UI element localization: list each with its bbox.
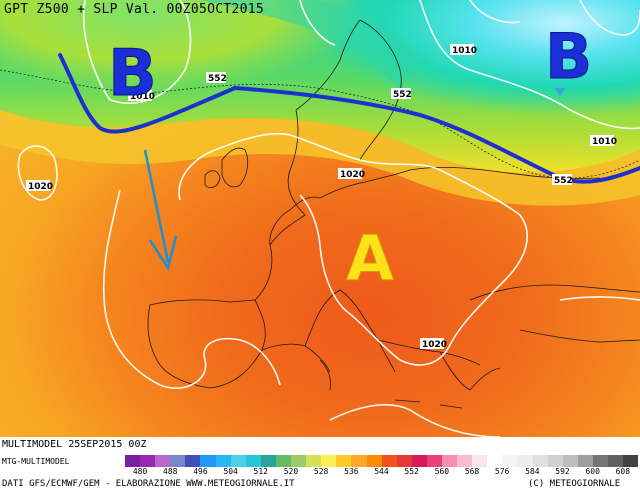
color-scale-cell <box>381 455 397 467</box>
color-scale-cell <box>366 455 382 467</box>
isobar-labels: 1010 1010 1010 1020 1020 1020 <box>26 44 617 350</box>
gpt-labels: 552 552 552 <box>206 72 573 186</box>
map-title: GPT Z500 + SLP Val. 00Z05OCT2015 <box>4 2 265 17</box>
isobar-label: 1010 <box>130 92 155 102</box>
color-scale-tick-label: 608 <box>615 467 631 476</box>
color-scale-cell <box>230 455 246 467</box>
color-scale-tick-label: 544 <box>374 467 389 476</box>
color-scale-cell <box>321 455 337 467</box>
high-pressure-marker: A <box>346 222 394 295</box>
color-scale-tick-label: 584 <box>525 467 540 476</box>
color-scale-cell <box>441 455 458 467</box>
data-credit-label: DATI GFS/ECMWF/GEM - ELABORAZIONE WWW.ME… <box>2 479 295 489</box>
color-scale-ticks: 480 488 496 504 512 520 528 536 544 552 560 568 576 5… <box>125 467 638 477</box>
color-scale-tick-label: 496 <box>193 467 208 476</box>
color-scale-tick-label: 592 <box>555 467 570 476</box>
color-scale-tick-label: 552 <box>404 467 419 476</box>
color-scale-cell <box>472 455 488 467</box>
isobar-label: 1020 <box>28 182 53 192</box>
color-scale-cell <box>608 455 624 467</box>
model-run-label: MULTIMODEL 25SEP2015 00Z <box>2 439 147 450</box>
color-scale-tick-label: 536 <box>344 467 359 476</box>
color-scale-tick-label: 528 <box>313 467 329 476</box>
color-scale-cell <box>592 455 608 467</box>
color-scale-cell <box>291 455 307 467</box>
color-scale-tick-label: 504 <box>223 467 238 476</box>
color-scale-cell <box>140 455 156 467</box>
color-scale-tick-label: 600 <box>585 467 600 476</box>
low-pressure-marker-west: B <box>108 37 157 111</box>
color-scale-cell <box>532 455 548 467</box>
gpt-label: 552 <box>554 176 573 186</box>
color-scale-cell <box>487 455 503 467</box>
source-label: MTG-MULTIMODEL <box>2 457 70 466</box>
color-scale-tick-label: 560 <box>434 467 450 476</box>
color-scale-cell <box>260 455 276 467</box>
color-scale-cell <box>306 455 322 467</box>
color-scale-tick-label: 520 <box>283 467 299 476</box>
copyright-label: (C) METEOGIORNALE <box>528 479 621 489</box>
color-scale-cell <box>411 455 427 467</box>
gpt-field-low-west <box>0 0 640 230</box>
gpt-label: 552 <box>208 74 227 84</box>
isobar-label: 1020 <box>340 170 365 180</box>
isobar-label: 1020 <box>422 340 447 350</box>
color-scale-cell <box>215 455 231 467</box>
color-scale-cell <box>457 455 473 467</box>
color-scale-bar <box>125 455 639 467</box>
color-scale-cell <box>125 455 141 467</box>
color-scale-cell <box>351 455 367 467</box>
color-scale-cell <box>517 455 533 467</box>
color-scale-tick-label: 568 <box>464 467 480 476</box>
color-scale-cell <box>396 455 412 467</box>
color-scale-cell <box>562 455 578 467</box>
color-scale-cell <box>426 455 442 467</box>
color-scale-cell <box>577 455 593 467</box>
color-scale-cell <box>245 455 261 467</box>
color-scale-cell <box>200 455 216 467</box>
isobar-label: 1010 <box>452 46 477 56</box>
color-scale-cell <box>336 455 352 467</box>
color-scale-tick-label: 488 <box>163 467 178 476</box>
color-scale-cell <box>502 455 518 467</box>
color-scale-cell <box>547 455 563 467</box>
coastlines <box>147 19 640 409</box>
color-scale-cell <box>185 455 201 467</box>
color-scale-cell <box>275 455 292 467</box>
color-scale-tick-label: 576 <box>494 467 510 476</box>
color-scale-cell <box>623 455 639 467</box>
map-canvas: 1010 1010 1010 1020 1020 1020 552 552 55… <box>0 0 640 437</box>
low-center-icon <box>555 88 565 96</box>
gpt-label: 552 <box>393 90 412 100</box>
color-scale-tick-label: 512 <box>253 467 268 476</box>
color-scale-cell <box>155 455 171 467</box>
low-pressure-marker-east: B <box>545 20 592 93</box>
flow-arrow <box>143 149 178 272</box>
color-scale-cell <box>170 455 186 467</box>
color-scale-tick-label: 480 <box>132 467 148 476</box>
isobar-label: 1010 <box>592 137 617 147</box>
